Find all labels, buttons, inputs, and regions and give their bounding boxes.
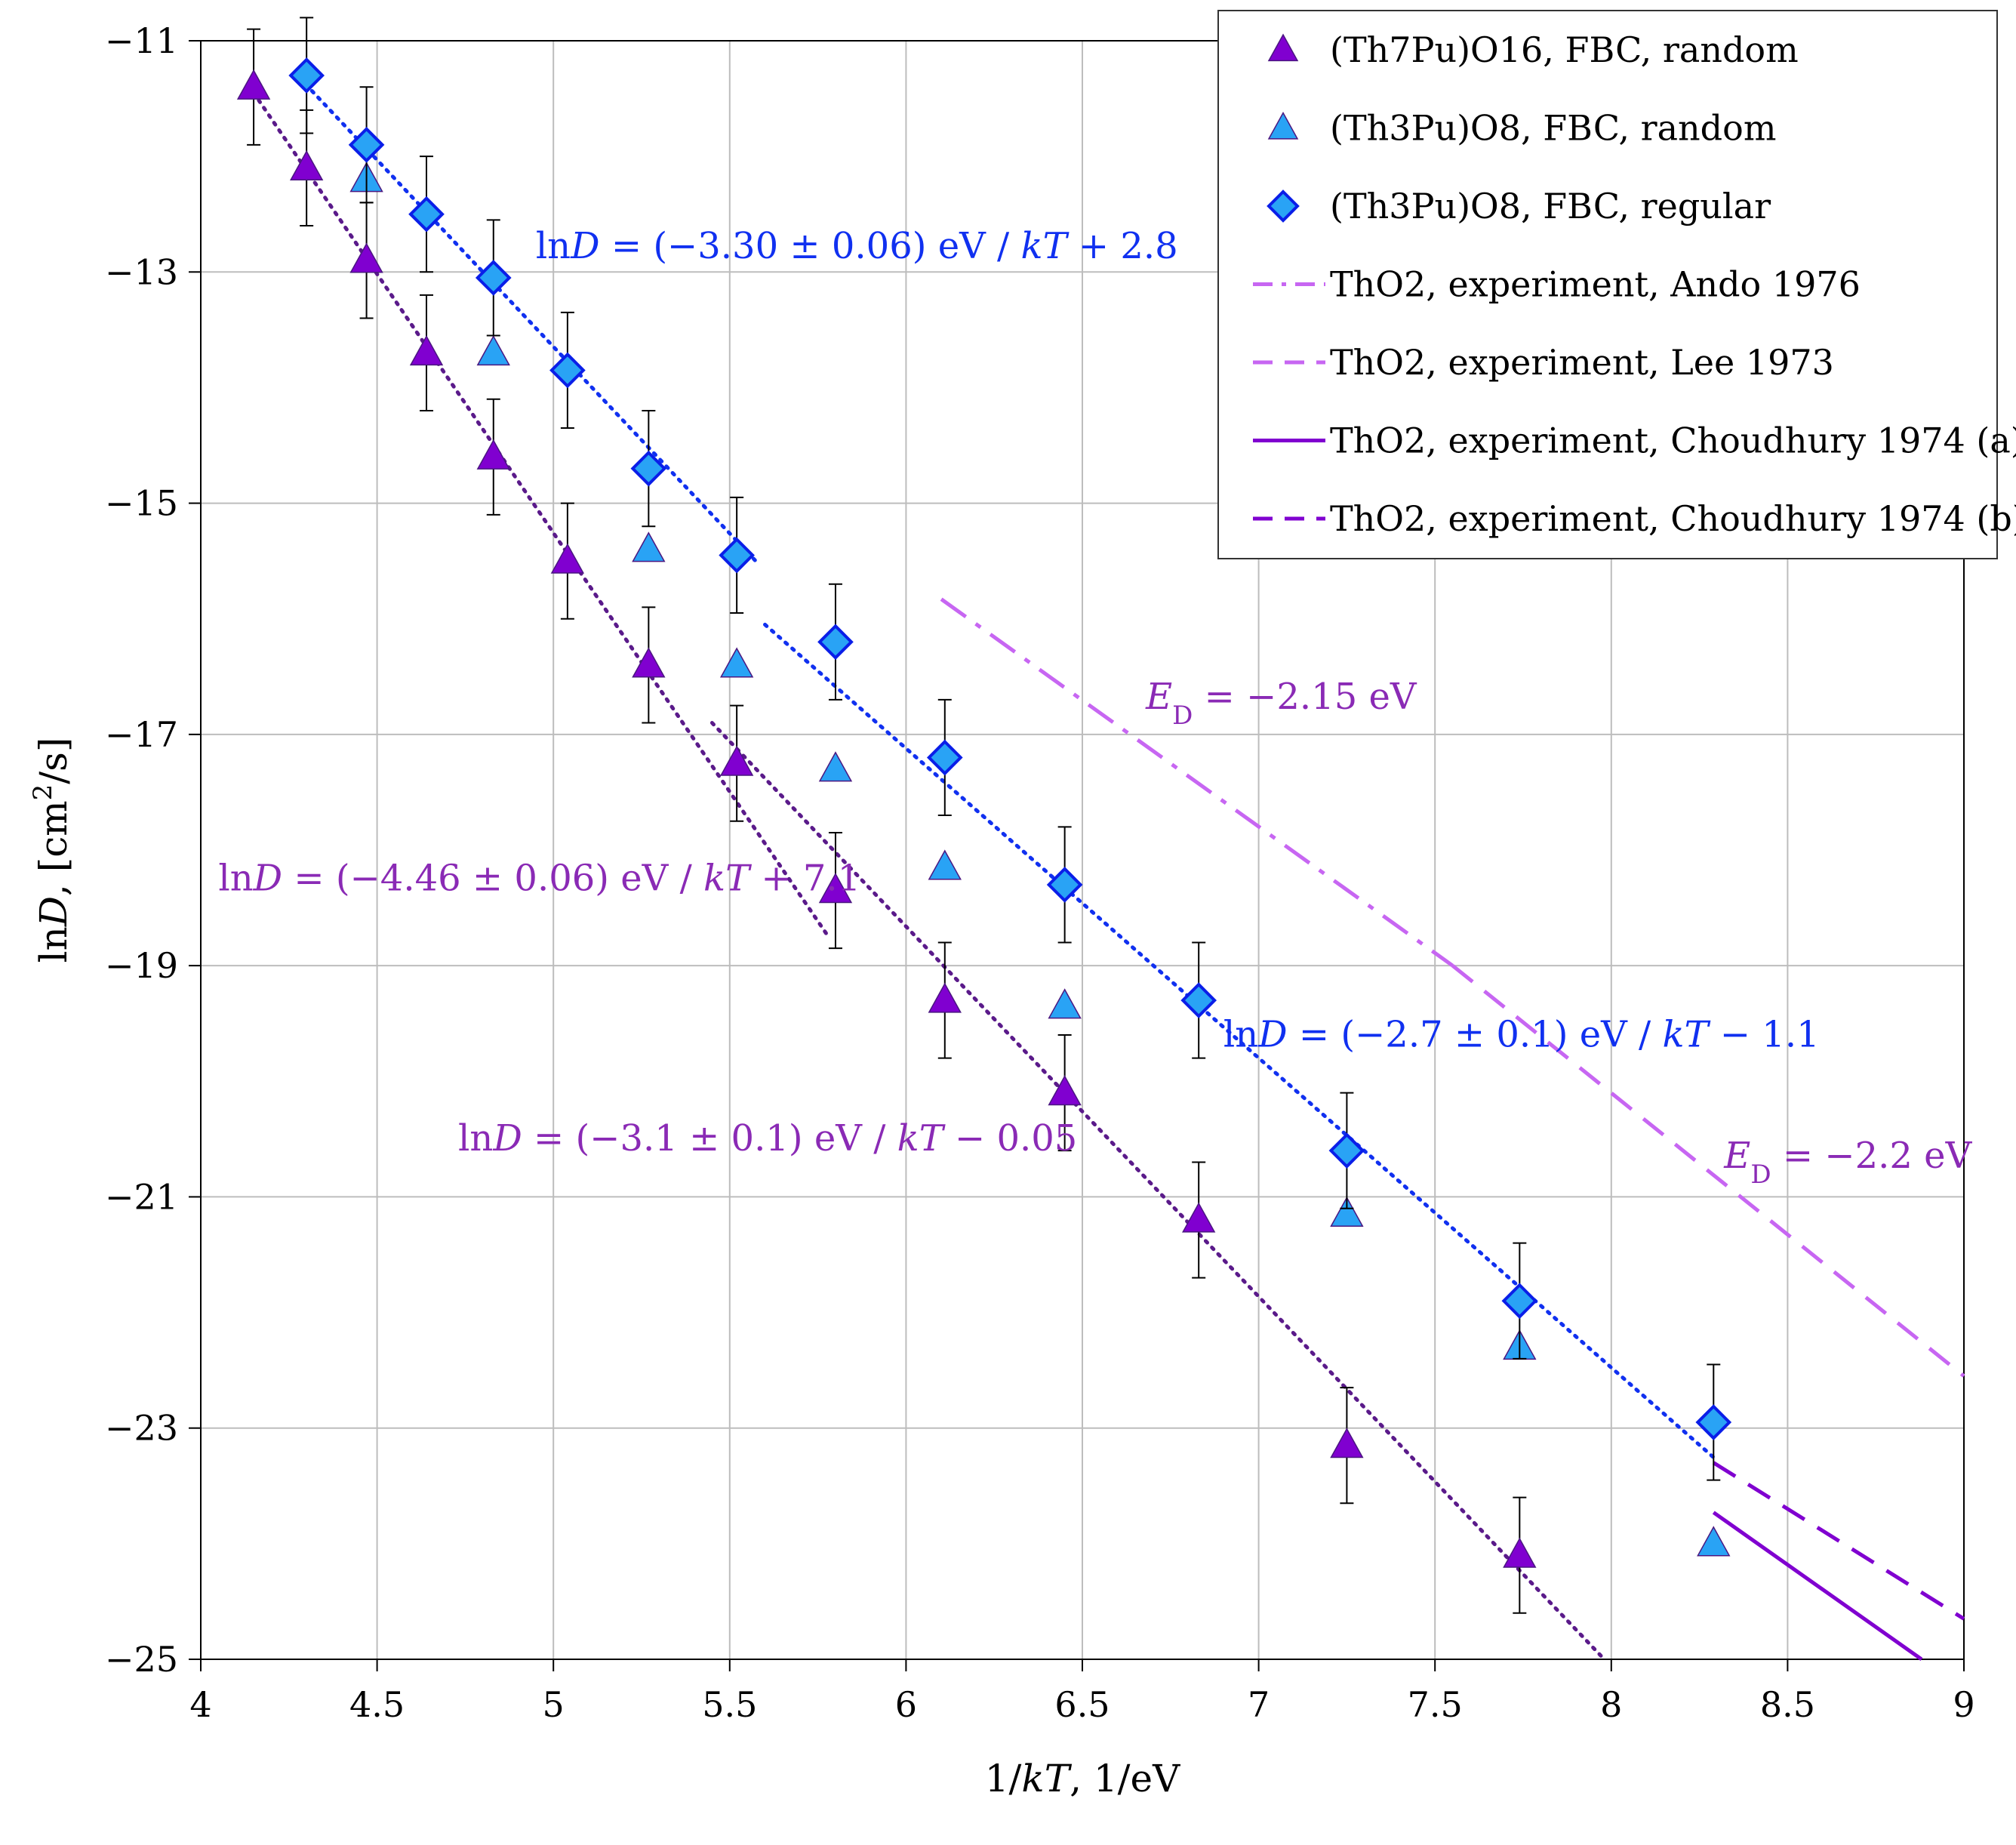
legend: (Th7Pu)O16, FBC, random (Th3Pu)O8, FBC, r… bbox=[1217, 10, 2016, 559]
data-point-diamond bbox=[348, 127, 385, 163]
fit-th7pu-low bbox=[709, 721, 1606, 1662]
data-point-triangle bbox=[719, 745, 754, 776]
y-tick-label: −23 bbox=[105, 1408, 178, 1449]
x-tick-label: 4 bbox=[189, 1684, 211, 1725]
x-tick-label: 7.5 bbox=[1408, 1684, 1463, 1725]
y-tick-label: −11 bbox=[105, 20, 178, 61]
fit-regular-low bbox=[763, 622, 1719, 1463]
data-point-diamond bbox=[408, 196, 445, 233]
data-point-triangle bbox=[1697, 1526, 1731, 1557]
series-line-6 bbox=[1712, 1461, 1965, 1621]
data-point-diamond bbox=[1695, 1404, 1732, 1440]
y-tick-label: −13 bbox=[105, 251, 178, 292]
data-point-triangle bbox=[818, 873, 853, 904]
legend-box bbox=[1217, 10, 1998, 559]
y-tick-label: −25 bbox=[105, 1639, 178, 1680]
fit-regular-high bbox=[297, 75, 760, 565]
legend-label: (Th3Pu)O8, FBC, random bbox=[1330, 108, 1776, 149]
data-point-triangle bbox=[1048, 988, 1082, 1019]
x-tick-label: 8.5 bbox=[1760, 1684, 1815, 1725]
series-line-3 bbox=[940, 597, 1454, 968]
y-axis-label: lnD, [cm2/s] bbox=[28, 738, 75, 963]
series-lines bbox=[940, 597, 1965, 1662]
data-point-diamond bbox=[817, 624, 854, 661]
fit-lines bbox=[251, 75, 1719, 1662]
x-tick-label: 9 bbox=[1953, 1684, 1974, 1725]
data-point-triangle bbox=[476, 334, 510, 366]
legend-label: ThO2, experiment, Choudhury 1974 (b) bbox=[1330, 498, 2016, 539]
data-point-diamond bbox=[1328, 1132, 1365, 1169]
data-point-triangle bbox=[719, 647, 754, 678]
legend-label: ThO2, experiment, Choudhury 1974 (a) bbox=[1330, 420, 2016, 461]
data-point-triangle bbox=[1048, 1075, 1082, 1106]
data-point-diamond bbox=[1180, 982, 1217, 1018]
series-line-5 bbox=[1712, 1511, 1923, 1662]
fit-th7pu-high bbox=[251, 91, 831, 939]
data-point-triangle bbox=[818, 751, 853, 782]
legend-label: ThO2, experiment, Lee 1973 bbox=[1330, 342, 1834, 383]
data-points bbox=[236, 17, 1732, 1614]
x-tick-label: 5.5 bbox=[702, 1684, 757, 1725]
data-point-triangle bbox=[476, 439, 510, 470]
legend-label: (Th3Pu)O8, FBC, regular bbox=[1330, 186, 1771, 226]
data-point-triangle bbox=[349, 242, 383, 273]
y-tick-label: −15 bbox=[105, 483, 178, 524]
data-point-diamond bbox=[288, 57, 325, 94]
eq-regular-high: lnD = (−3.30 ± 0.06) eV / kT + 2.8 bbox=[536, 225, 1178, 267]
legend-label: (Th7Pu)O16, FBC, random bbox=[1330, 29, 1799, 70]
data-point-triangle bbox=[289, 149, 324, 181]
x-tick-label: 5 bbox=[543, 1684, 565, 1725]
data-point-triangle bbox=[409, 334, 444, 366]
data-point-triangle bbox=[928, 982, 962, 1013]
ed-lee: ED = −2.2 eV bbox=[1723, 1135, 1972, 1190]
x-axis-label: 1/kT, 1/eV bbox=[985, 1757, 1180, 1800]
eq-th7pu-high: lnD = (−4.46 ± 0.06) eV / kT + 7.1 bbox=[218, 858, 860, 900]
legend-marker-diamond bbox=[1267, 189, 1300, 223]
data-point-triangle bbox=[1182, 1202, 1216, 1233]
data-point-diamond bbox=[1501, 1283, 1538, 1320]
data-point-diamond bbox=[926, 739, 963, 776]
data-point-triangle bbox=[1503, 1537, 1537, 1568]
legend-marker-triangle bbox=[1267, 33, 1299, 62]
data-point-triangle bbox=[236, 69, 271, 100]
data-point-triangle bbox=[632, 647, 666, 678]
data-point-triangle bbox=[632, 531, 666, 562]
x-axis: 4 4.5 5 5.5 6 6.5 7 7.5 8 8.5 9 bbox=[189, 1659, 1975, 1725]
x-tick-label: 6.5 bbox=[1054, 1684, 1110, 1725]
series-line-4 bbox=[1451, 964, 1965, 1378]
data-point-diamond bbox=[549, 352, 586, 389]
x-tick-label: 8 bbox=[1600, 1684, 1622, 1725]
x-tick-label: 6 bbox=[895, 1684, 917, 1725]
annotations: lnD = (−3.30 ± 0.06) eV / kT + 2.8 lnD = … bbox=[218, 225, 1972, 1190]
y-tick-label: −17 bbox=[105, 714, 178, 755]
data-point-diamond bbox=[719, 537, 755, 574]
data-point-triangle bbox=[928, 849, 962, 880]
eq-th7pu-low: lnD = (−3.1 ± 0.1) eV / kT − 0.05 bbox=[458, 1117, 1077, 1160]
data-point-diamond bbox=[1046, 867, 1083, 903]
data-point-diamond bbox=[630, 450, 667, 487]
eq-regular-low: lnD = (−2.7 ± 0.1) eV / kT − 1.1 bbox=[1223, 1013, 1820, 1055]
x-tick-label: 4.5 bbox=[349, 1684, 405, 1725]
legend-marker-triangle bbox=[1267, 111, 1299, 140]
data-point-diamond bbox=[475, 260, 512, 296]
legend-label: ThO2, experiment, Ando 1976 bbox=[1330, 264, 1861, 305]
ed-ando: ED = −2.15 eV bbox=[1145, 676, 1417, 731]
y-tick-label: −19 bbox=[105, 945, 178, 986]
data-point-triangle bbox=[550, 543, 585, 574]
data-point-triangle bbox=[1330, 1196, 1364, 1227]
y-axis: −11 −13 −15 −17 −19 −21 −23 −25 bbox=[105, 20, 201, 1680]
y-tick-label: −21 bbox=[105, 1176, 178, 1217]
x-tick-label: 7 bbox=[1248, 1684, 1270, 1725]
data-point-triangle bbox=[1330, 1428, 1364, 1458]
